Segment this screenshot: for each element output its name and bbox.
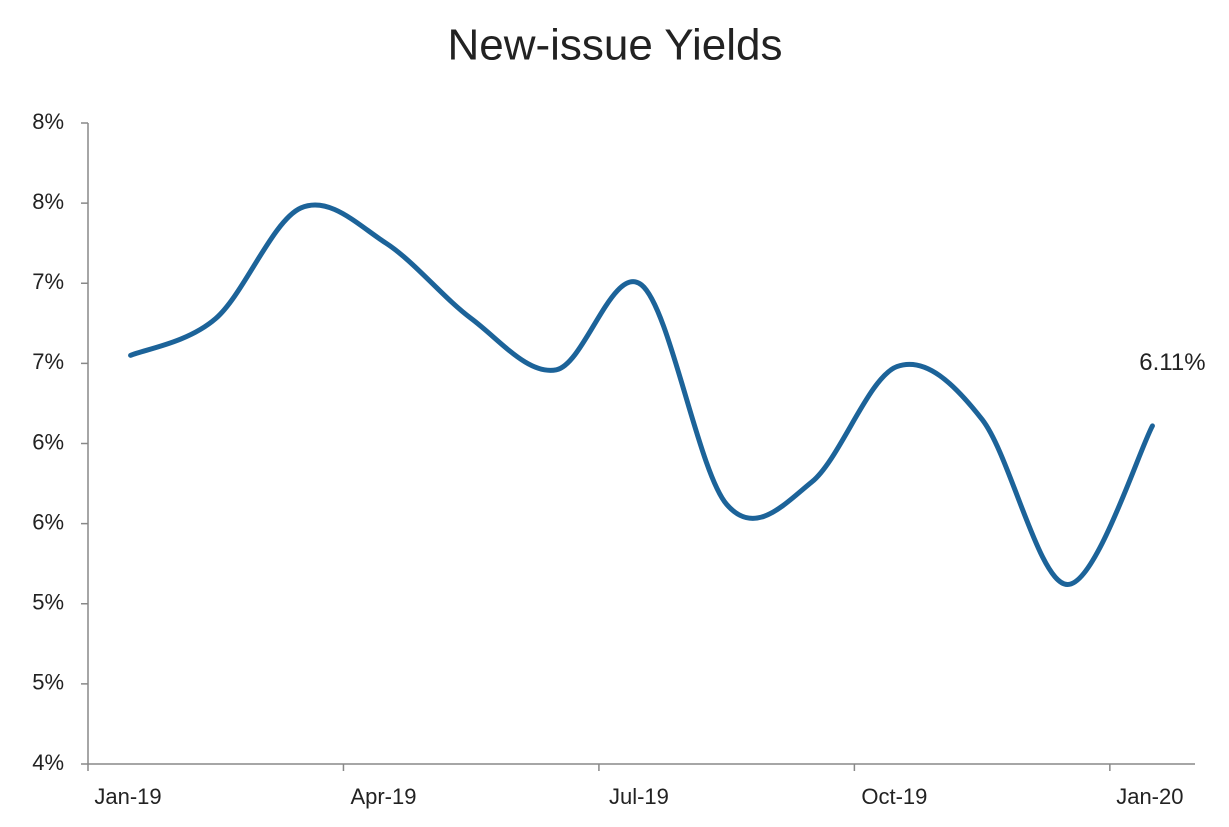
line-series <box>128 202 1155 588</box>
x-tick-label: Jul-19 <box>609 784 669 809</box>
y-tick-label: 8% <box>32 189 64 214</box>
y-tick-label: 5% <box>32 670 64 695</box>
x-tick-label: Apr-19 <box>350 784 416 809</box>
chart-title: New-issue Yields <box>447 21 782 70</box>
y-tick-label: 8% <box>32 109 64 134</box>
y-tick-label: 7% <box>32 269 64 294</box>
y-tick-label: 6% <box>32 429 64 454</box>
y-tick-label: 4% <box>32 750 64 775</box>
y-tick-label: 7% <box>32 349 64 374</box>
x-tick-label: Jan-19 <box>94 784 161 809</box>
x-tick-label: Oct-19 <box>861 784 927 809</box>
y-tick-label: 6% <box>32 509 64 534</box>
y-tick-label: 5% <box>32 590 64 615</box>
data-label: 6.11% <box>1139 349 1205 376</box>
x-tick-label: Jan-20 <box>1116 784 1183 809</box>
